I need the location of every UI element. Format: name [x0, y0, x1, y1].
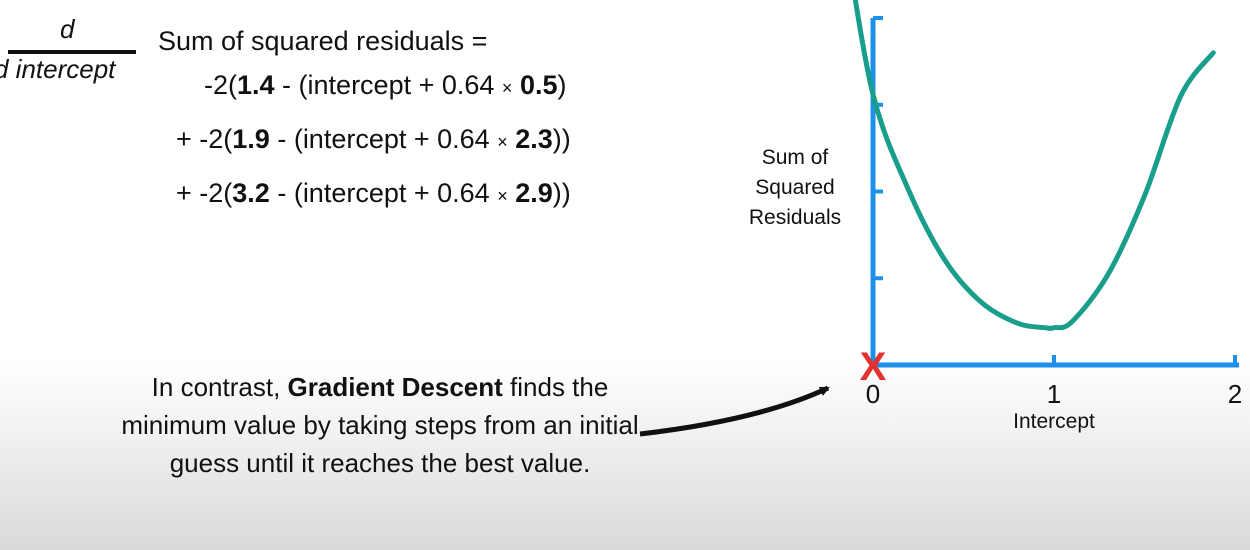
term-x: 2.9 — [515, 178, 553, 208]
term-observed: 3.2 — [232, 178, 270, 208]
x-tick-label: 1 — [1047, 379, 1061, 409]
term-prefix: -2( — [204, 70, 237, 100]
term-prefix: + -2( — [176, 178, 233, 208]
term-times: × — [497, 132, 508, 152]
fraction-denominator: d intercept — [0, 54, 116, 84]
fraction-numerator: d — [60, 14, 75, 44]
term-suffix: ) — [557, 70, 567, 100]
term-suffix: )) — [552, 124, 571, 154]
equation-term-1: -2(1.4 - (intercept + 0.64 × 0.5) — [204, 70, 567, 101]
term-middle: - (intercept + 0.64 — [269, 178, 498, 208]
x-axis-label: Intercept — [1013, 410, 1095, 433]
equation-lead: Sum of squared residuals = — [158, 26, 488, 56]
y-axis-label-line: Residuals — [749, 206, 841, 229]
term-middle: - (intercept + 0.64 — [274, 70, 502, 100]
term-x: 0.5 — [519, 70, 558, 100]
series-line — [852, 0, 1216, 331]
caption-after: finds the minimum value by taking steps … — [121, 372, 639, 478]
initial-guess-marker: X — [860, 345, 887, 389]
pointer-arrow — [639, 385, 830, 437]
term-times: × — [501, 78, 513, 98]
caption-before: In contrast, — [151, 372, 288, 402]
term-observed: 1.4 — [237, 70, 275, 100]
term-observed: 1.9 — [232, 124, 270, 154]
equation-term-2: + -2(1.9 - (intercept + 0.64 × 2.3)) — [176, 124, 571, 155]
x-tick-label: 0 — [866, 379, 880, 409]
equation-term-3: + -2(3.2 - (intercept + 0.64 × 2.9)) — [176, 178, 571, 209]
term-suffix: )) — [552, 178, 571, 208]
caption-text: In contrast, Gradient Descent finds the … — [110, 368, 650, 482]
term-prefix: + -2( — [176, 124, 233, 154]
x-tick-label: 2 — [1228, 379, 1242, 409]
derivative-fraction: d d intercept — [0, 10, 140, 84]
y-axis-label-line: Squared — [755, 176, 834, 199]
term-x: 2.3 — [515, 124, 553, 154]
term-times: × — [497, 186, 508, 206]
term-middle: - (intercept + 0.64 — [269, 124, 498, 154]
y-axis-label-line: Sum of — [762, 146, 829, 169]
caption-bold: Gradient Descent — [287, 372, 503, 402]
fraction-bar — [8, 50, 136, 54]
